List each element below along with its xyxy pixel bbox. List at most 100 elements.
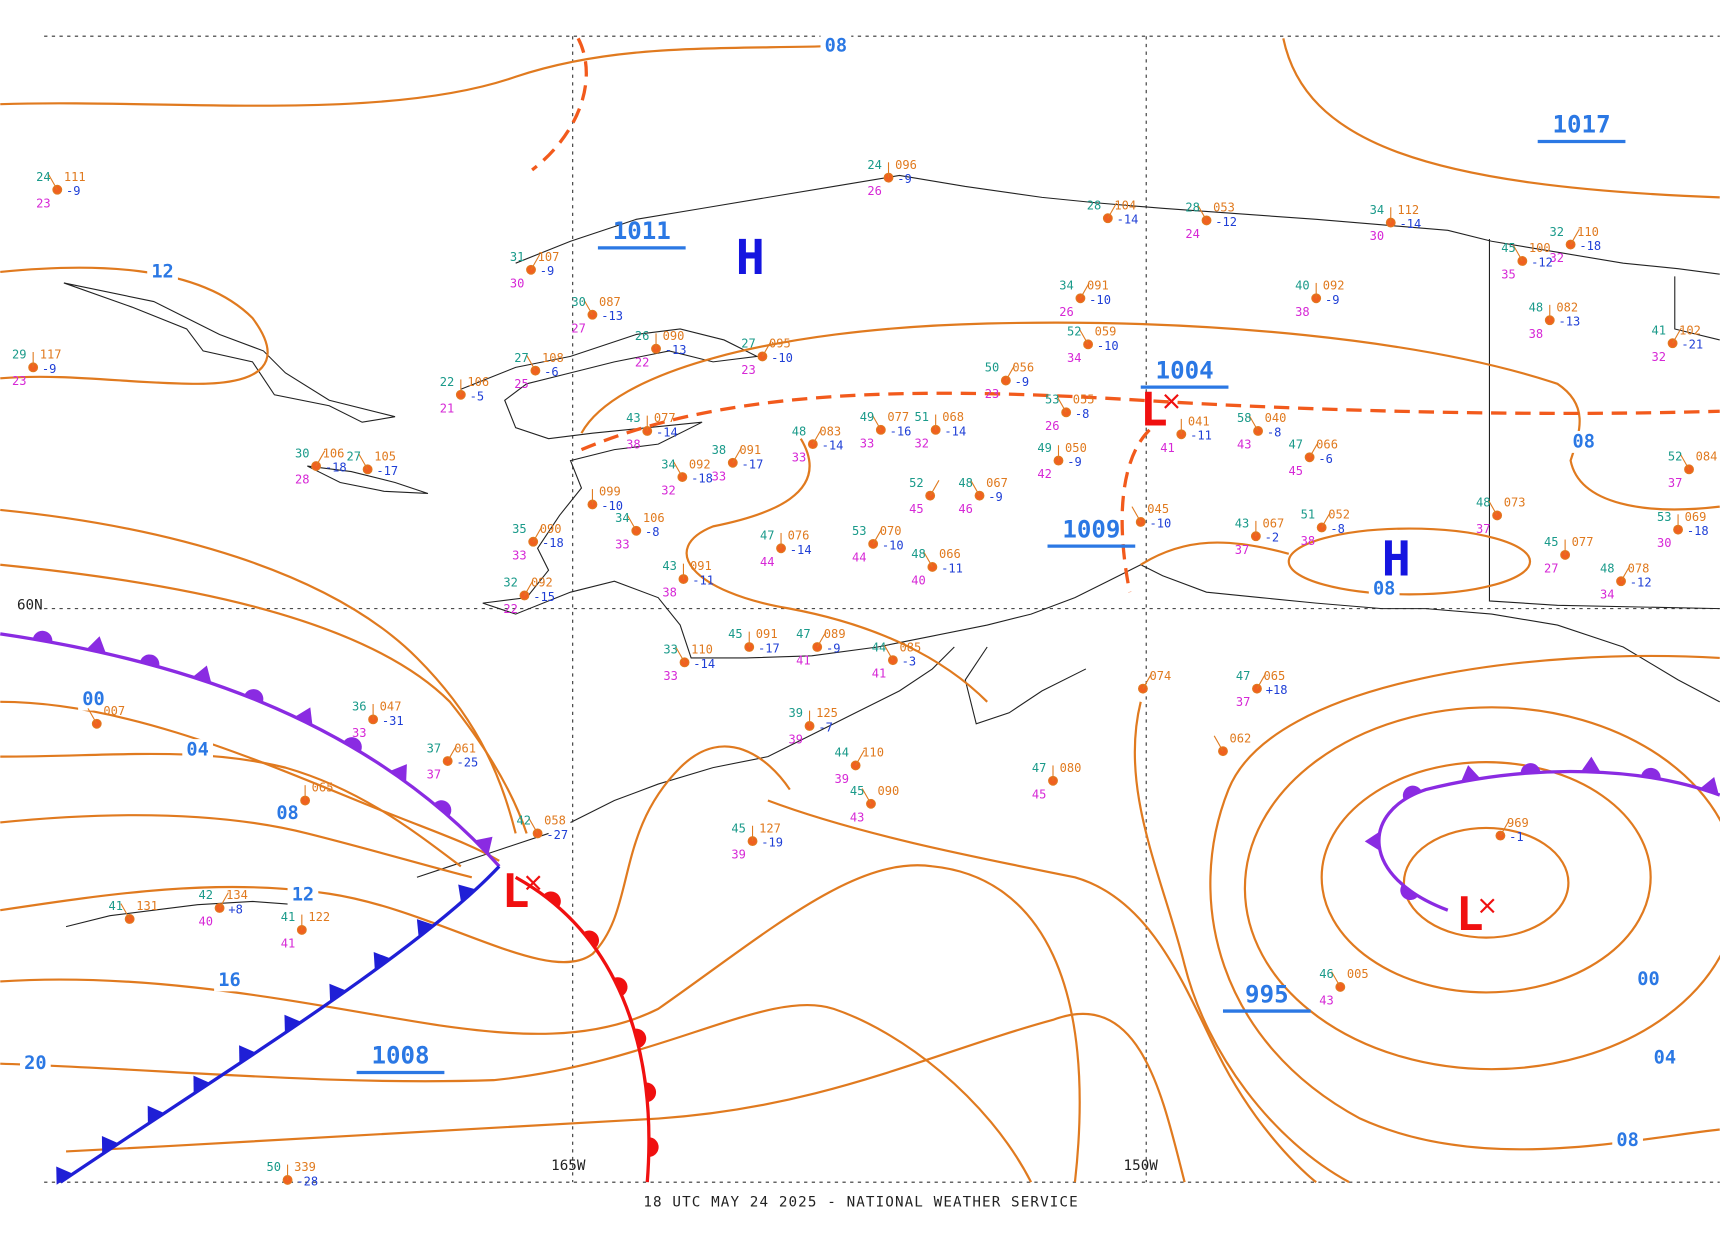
wind-barb	[929, 480, 940, 496]
station-temperature: 44	[835, 746, 850, 760]
station-temperature: 42	[198, 888, 213, 902]
station-pressure: 078	[1628, 561, 1650, 575]
coastline	[570, 646, 955, 823]
station-temperature: 41	[109, 899, 124, 913]
wind-barb	[732, 447, 743, 464]
station-pressure: 053	[1213, 201, 1235, 215]
station-circle	[631, 525, 642, 536]
isobar-label-bg	[1649, 1047, 1681, 1070]
wind-barb	[761, 340, 772, 357]
pressure-label: 1017	[1553, 111, 1611, 139]
station-dewpoint: 45	[1289, 464, 1304, 478]
station-trend: -12	[1215, 215, 1237, 229]
front-symbol	[239, 1045, 256, 1064]
station-pressure: 112	[1397, 203, 1419, 217]
station-trend: -14	[693, 657, 715, 671]
grid-label: 150W	[1124, 1158, 1159, 1174]
pressure-label: 1004	[1156, 356, 1214, 384]
front-semicircle	[1520, 763, 1541, 774]
station-trend: -9	[1015, 375, 1030, 389]
trough	[531, 37, 588, 172]
station-temperature: 27	[514, 351, 529, 365]
station-dewpoint: 39	[835, 772, 850, 786]
front-triangle	[193, 1075, 211, 1094]
front-triangle	[147, 1105, 165, 1125]
isobar	[0, 700, 500, 862]
station-dewpoint: 39	[788, 732, 803, 746]
station-temperature: 48	[1529, 300, 1544, 314]
low-center: L	[1456, 887, 1484, 941]
station-dewpoint: 37	[1476, 522, 1491, 536]
front-symbol	[645, 1082, 657, 1103]
station-temperature: 46	[1319, 967, 1334, 981]
station-temperature: 26	[635, 329, 650, 343]
station-temperature: 34	[1370, 203, 1385, 217]
pressure-label: 1008	[371, 1042, 429, 1070]
isobar	[1140, 541, 1290, 566]
front-semicircle	[1402, 785, 1422, 800]
station-dewpoint: 24	[1185, 227, 1200, 241]
station-dewpoint: 41	[281, 936, 296, 950]
station-pressure: 040	[1265, 411, 1287, 425]
station-trend: -10	[1097, 339, 1119, 353]
station-trend: -27	[546, 828, 568, 842]
station-pressure: 107	[538, 250, 560, 264]
wind-barb	[883, 644, 894, 661]
front-semicircle	[648, 1137, 659, 1157]
isobar	[0, 745, 791, 964]
wind-barb	[675, 646, 686, 663]
isobar	[0, 563, 528, 834]
station-temperature: 35	[512, 522, 527, 536]
isobar-label: 08	[276, 803, 298, 824]
station-temperature: 27	[741, 337, 756, 351]
station-trend: -18	[1579, 239, 1601, 253]
station-circle	[1252, 683, 1262, 694]
isobar-label: 12	[151, 261, 173, 282]
low-x	[1479, 898, 1495, 914]
station-dewpoint: 41	[796, 654, 811, 668]
station-dewpoint: 35	[1501, 268, 1516, 282]
isobar-label-bg	[20, 1052, 51, 1075]
coastline	[307, 465, 429, 495]
station-dewpoint: 37	[1236, 695, 1251, 709]
front-semicircle	[32, 630, 53, 643]
wind-barb	[816, 631, 827, 648]
front-symbol	[633, 1028, 647, 1049]
station-temperature: 52	[909, 476, 924, 490]
station-dewpoint: 23	[12, 374, 27, 388]
station-circle	[1565, 239, 1576, 250]
station-dewpoint: 26	[1045, 419, 1060, 433]
station-pressure: 117	[40, 348, 62, 362]
station-pressure: 007	[103, 704, 125, 718]
isobar-label: 00	[1637, 969, 1659, 990]
station-circle	[530, 365, 541, 376]
station-pressure: 055	[1073, 393, 1095, 407]
station-pressure: 969	[1507, 816, 1529, 830]
grid	[44, 35, 1720, 1183]
front-triangle	[1700, 777, 1719, 795]
station-temperature: 48	[792, 424, 807, 438]
station-circle	[124, 914, 135, 924]
isobar-label: 12	[292, 884, 314, 905]
station-dewpoint: 26	[867, 184, 882, 198]
front-symbol	[343, 737, 362, 752]
station-trend: -31	[382, 714, 404, 728]
station-trend: -11	[1190, 429, 1212, 443]
station-temperature: 48	[958, 476, 973, 490]
front-symbol	[1641, 767, 1661, 780]
front-symbol	[433, 800, 452, 817]
station-trend: -8	[1330, 522, 1345, 536]
wind-barb	[358, 453, 369, 470]
front-symbol	[543, 891, 561, 908]
station-dewpoint: 32	[915, 436, 930, 450]
wind-barb	[1256, 673, 1267, 689]
station-trend: -17	[758, 641, 780, 655]
front-symbol	[284, 1014, 302, 1034]
wind-barb	[627, 515, 637, 532]
station-pressure: 065	[1264, 669, 1286, 683]
station-trend: -7	[818, 720, 833, 734]
station-pressure: 082	[1556, 300, 1578, 314]
station-trend: -14	[656, 425, 678, 439]
station-dewpoint: 41	[1160, 441, 1175, 455]
